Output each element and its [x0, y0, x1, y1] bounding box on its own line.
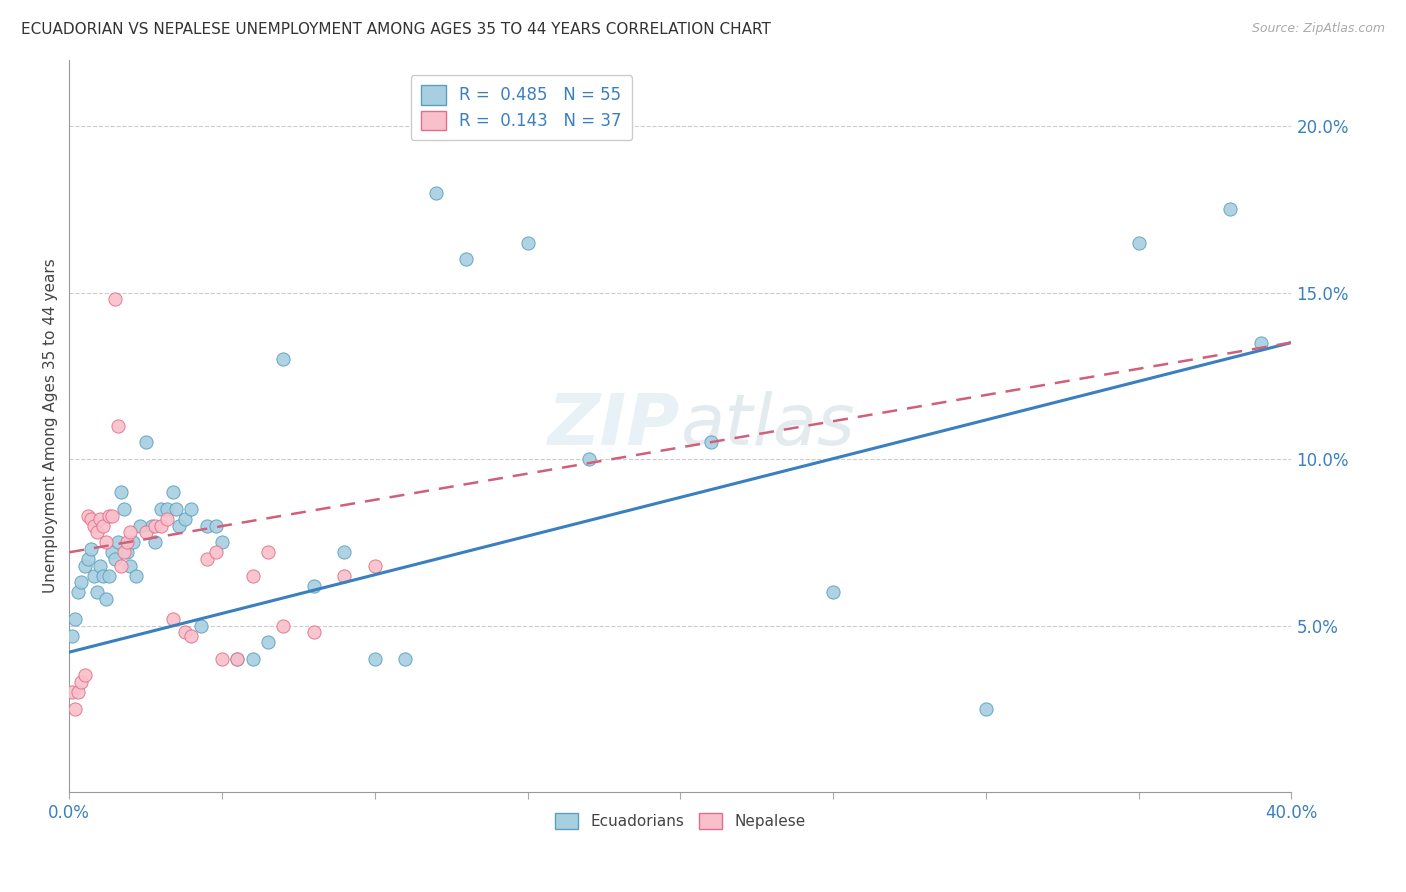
Point	[60, 685, 83, 699]
Point	[67, 685, 90, 699]
Point	[70, 575, 93, 590]
Point	[162, 612, 184, 626]
Point	[174, 625, 197, 640]
Point	[110, 485, 132, 500]
Point	[91, 518, 114, 533]
Point	[456, 252, 478, 267]
Point	[302, 578, 325, 592]
Point	[60, 628, 83, 642]
Point	[149, 518, 172, 533]
Point	[112, 502, 135, 516]
Point	[364, 558, 387, 573]
Point	[79, 512, 101, 526]
Point	[425, 186, 447, 200]
Point	[117, 535, 139, 549]
Point	[333, 568, 356, 582]
Point	[302, 625, 325, 640]
Point	[700, 435, 723, 450]
Text: ECUADORIAN VS NEPALESE UNEMPLOYMENT AMONG AGES 35 TO 44 YEARS CORRELATION CHART: ECUADORIAN VS NEPALESE UNEMPLOYMENT AMON…	[21, 22, 770, 37]
Point	[117, 545, 139, 559]
Point	[271, 352, 294, 367]
Point	[125, 568, 148, 582]
Text: ZIP: ZIP	[548, 392, 681, 460]
Point	[79, 541, 101, 556]
Point	[195, 518, 218, 533]
Point	[101, 508, 124, 523]
Point	[165, 502, 187, 516]
Point	[226, 652, 249, 666]
Point	[226, 652, 249, 666]
Y-axis label: Unemployment Among Ages 35 to 44 years: Unemployment Among Ages 35 to 44 years	[44, 259, 58, 593]
Point	[1128, 235, 1150, 250]
Point	[120, 558, 142, 573]
Point	[120, 525, 142, 540]
Point	[211, 652, 233, 666]
Point	[974, 702, 997, 716]
Point	[76, 508, 98, 523]
Point	[122, 535, 145, 549]
Point	[156, 502, 179, 516]
Point	[156, 512, 179, 526]
Point	[242, 652, 264, 666]
Point	[823, 585, 845, 599]
Point	[162, 485, 184, 500]
Point	[104, 293, 127, 307]
Point	[112, 545, 135, 559]
Point	[1250, 335, 1272, 350]
Point	[211, 535, 233, 549]
Point	[578, 452, 600, 467]
Point	[271, 618, 294, 632]
Point	[107, 535, 129, 549]
Text: atlas: atlas	[681, 392, 855, 460]
Point	[89, 558, 111, 573]
Point	[67, 585, 90, 599]
Point	[1219, 202, 1241, 217]
Point	[83, 518, 105, 533]
Legend: Ecuadorians, Nepalese: Ecuadorians, Nepalese	[548, 806, 811, 836]
Point	[149, 502, 172, 516]
Point	[73, 668, 96, 682]
Point	[141, 518, 163, 533]
Point	[242, 568, 264, 582]
Point	[101, 545, 124, 559]
Point	[364, 652, 387, 666]
Point	[86, 585, 108, 599]
Point	[174, 512, 197, 526]
Point	[76, 552, 98, 566]
Point	[83, 568, 105, 582]
Point	[205, 545, 228, 559]
Point	[257, 545, 280, 559]
Point	[97, 568, 120, 582]
Point	[167, 518, 190, 533]
Point	[143, 535, 166, 549]
Point	[89, 512, 111, 526]
Point	[65, 612, 87, 626]
Point	[70, 675, 93, 690]
Point	[65, 702, 87, 716]
Point	[333, 545, 356, 559]
Point	[110, 558, 132, 573]
Point	[135, 525, 157, 540]
Point	[86, 525, 108, 540]
Point	[394, 652, 416, 666]
Point	[128, 518, 150, 533]
Point	[104, 552, 127, 566]
Point	[97, 508, 120, 523]
Point	[73, 558, 96, 573]
Point	[143, 518, 166, 533]
Point	[190, 618, 212, 632]
Point	[180, 628, 202, 642]
Point	[195, 552, 218, 566]
Point	[94, 591, 117, 606]
Text: Source: ZipAtlas.com: Source: ZipAtlas.com	[1251, 22, 1385, 36]
Point	[135, 435, 157, 450]
Point	[107, 418, 129, 433]
Point	[205, 518, 228, 533]
Point	[91, 568, 114, 582]
Point	[516, 235, 538, 250]
Point	[257, 635, 280, 649]
Point	[180, 502, 202, 516]
Point	[94, 535, 117, 549]
